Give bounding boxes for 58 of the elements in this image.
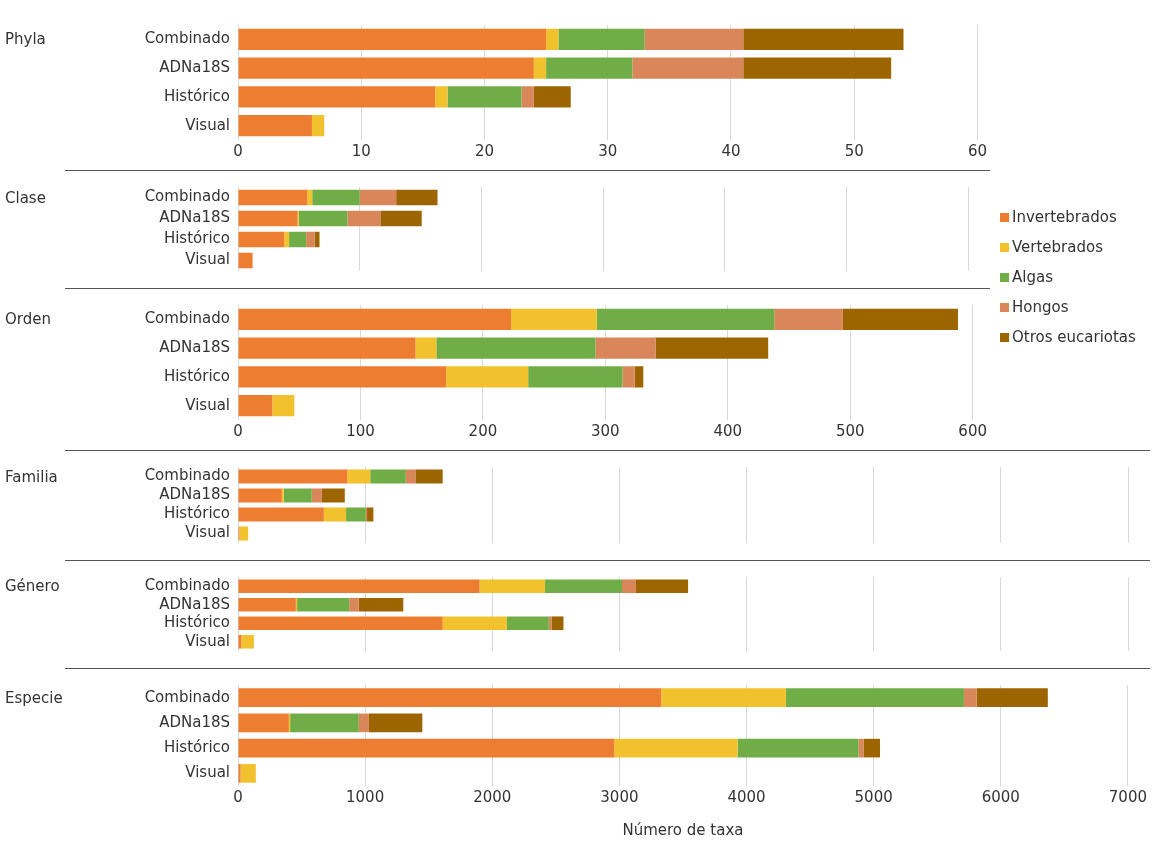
x-tick-label: 200: [468, 421, 498, 440]
legend-label: Invertebrados: [1012, 208, 1117, 226]
y-axis-title: Familia: [5, 467, 58, 486]
x-tick-label: 2000: [473, 787, 512, 806]
x-tick-label: 10: [351, 141, 371, 160]
y-tick-label: Histórico: [163, 613, 230, 632]
y-tick-label: ADNa18S: [159, 58, 230, 77]
legend-label: Algas: [1012, 268, 1053, 286]
y-axis-title: Clase: [5, 188, 46, 207]
y-tick-label: ADNa18S: [159, 485, 230, 504]
x-tick-label: 6000: [981, 787, 1020, 806]
x-tick-label: 0: [233, 141, 243, 160]
x-tick-label: 1000: [346, 787, 385, 806]
x-tick-label: 3000: [600, 787, 639, 806]
y-tick-label: ADNa18S: [159, 208, 230, 227]
y-axis-title: Especie: [5, 688, 63, 707]
x-tick-label: 7000: [1108, 787, 1148, 806]
x-tick-label: 400: [713, 421, 743, 440]
y-tick-label: ADNa18S: [159, 712, 230, 731]
y-tick-label: Visual: [185, 763, 230, 782]
y-tick-label: Visual: [185, 115, 230, 134]
y-tick-label: ADNa18S: [159, 594, 230, 613]
x-tick-label: 5000: [854, 787, 893, 806]
x-tick-label: 50: [844, 141, 864, 160]
y-tick-label: ADNa18S: [159, 338, 230, 357]
y-tick-label: Histórico: [163, 86, 230, 105]
x-axis-title: Número de taxa: [622, 820, 744, 839]
x-tick-label: 30: [598, 141, 618, 160]
y-tick-label: Visual: [185, 631, 230, 650]
y-axis-title: Orden: [5, 310, 51, 329]
x-tick-label: 500: [835, 421, 865, 440]
x-tick-label: 0: [233, 787, 243, 806]
y-axis-title: Phyla: [5, 30, 46, 49]
y-tick-label: Histórico: [163, 738, 230, 757]
x-tick-label: 300: [591, 421, 620, 440]
x-tick-label: 4000: [727, 787, 766, 806]
y-tick-label: Combinado: [144, 29, 230, 48]
y-tick-label: Combinado: [144, 576, 230, 595]
x-tick-label: 40: [721, 141, 741, 160]
y-tick-label: Histórico: [163, 229, 230, 248]
y-tick-label: Combinado: [144, 309, 230, 328]
legend-label: Hongos: [1012, 298, 1069, 316]
y-tick-label: Visual: [185, 395, 230, 414]
y-axis-title: Género: [5, 577, 60, 596]
legend-label: Otros eucariotas: [1012, 328, 1136, 346]
x-tick-label: 0: [233, 421, 243, 440]
legend-label: Vertebrados: [1012, 238, 1103, 256]
y-tick-label: Histórico: [163, 504, 230, 523]
y-tick-label: Visual: [185, 250, 230, 269]
x-tick-label: 20: [474, 141, 495, 160]
y-tick-label: Combinado: [144, 687, 230, 706]
x-tick-label: 100: [346, 421, 375, 440]
y-tick-label: Visual: [185, 523, 230, 542]
y-tick-label: Histórico: [163, 366, 230, 385]
y-tick-label: Combinado: [144, 466, 230, 485]
x-tick-label: 600: [958, 421, 988, 440]
y-tick-label: Combinado: [144, 187, 230, 206]
x-tick-label: 60: [967, 141, 987, 160]
